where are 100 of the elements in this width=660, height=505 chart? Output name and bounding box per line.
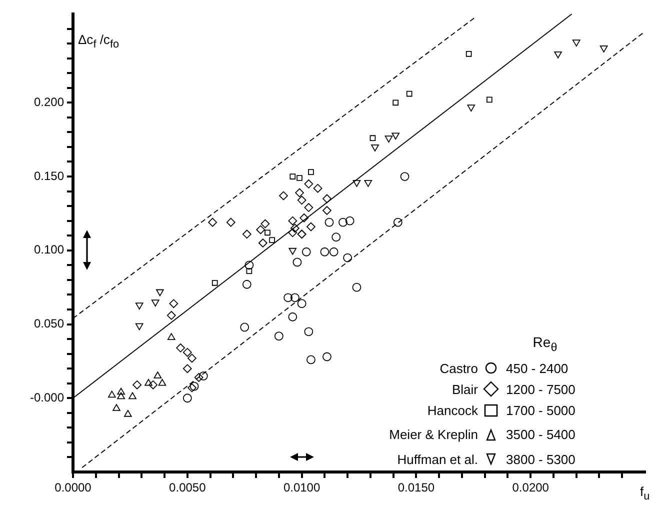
point: [279, 191, 288, 200]
annotation: 1700 - 5000: [506, 402, 576, 418]
legend-label: Meier & Kreplin: [388, 427, 479, 442]
point: [384, 136, 393, 143]
point: [400, 172, 410, 181]
point: [352, 282, 362, 292]
point: [300, 213, 309, 222]
point: [256, 225, 266, 234]
point: [290, 293, 300, 302]
point: [554, 51, 562, 58]
annotation: 3800 - 5300: [506, 452, 576, 467]
point: [269, 237, 275, 243]
point: [158, 378, 166, 386]
point: [393, 218, 402, 227]
legend-label: Hancock: [426, 402, 479, 418]
x-tick-label: 0.0000: [54, 480, 92, 495]
point: [112, 404, 120, 411]
point: [288, 248, 297, 255]
point: [406, 90, 412, 97]
point: [288, 312, 298, 322]
point: [198, 372, 208, 380]
point: [329, 247, 338, 256]
point: [246, 268, 252, 274]
point: [322, 206, 332, 215]
point: [190, 382, 199, 391]
point: [486, 96, 492, 103]
point: [242, 280, 252, 289]
point: [188, 383, 196, 392]
point: [324, 218, 334, 227]
point: [144, 378, 152, 386]
point: [288, 228, 298, 238]
point: [240, 322, 250, 332]
point: [176, 343, 185, 352]
point: [169, 299, 178, 308]
point: [345, 216, 354, 226]
y-axis-title: Δc$_{f}$ /c$_{fo}$: [78, 32, 119, 51]
point: [306, 222, 316, 232]
point: [320, 247, 330, 256]
point: [226, 218, 236, 227]
point: [292, 258, 302, 267]
point: [392, 132, 400, 140]
point: [392, 100, 399, 106]
point: [258, 238, 268, 248]
point: [306, 355, 316, 364]
y-tick-label: 0.150: [34, 168, 64, 183]
x-tick-label: 0.0200: [512, 480, 550, 495]
x-tick-label: 0.0150: [398, 480, 435, 495]
point: [284, 293, 293, 302]
point: [297, 299, 306, 308]
point: [338, 218, 348, 227]
point: [370, 135, 376, 142]
point: [166, 310, 176, 320]
point: [132, 380, 142, 390]
point: [135, 323, 144, 330]
point: [343, 253, 352, 262]
point: [154, 372, 162, 378]
point: [302, 247, 311, 256]
point: [322, 352, 332, 362]
y-tick-label: 0.050: [34, 316, 64, 331]
point: [124, 410, 132, 417]
point: [260, 219, 270, 228]
point: [572, 40, 580, 47]
point: [188, 354, 196, 363]
point: [364, 180, 372, 187]
point: [117, 392, 125, 400]
point: [242, 230, 252, 239]
point: [371, 144, 379, 152]
point: [182, 364, 192, 374]
point: [297, 196, 306, 205]
point: [208, 218, 218, 227]
point: [274, 332, 284, 341]
point: [313, 184, 322, 193]
point: [290, 224, 300, 233]
point: [212, 280, 218, 286]
point: [332, 232, 341, 242]
point: [108, 390, 116, 398]
point: [182, 348, 192, 357]
point: [167, 333, 176, 340]
y-tick-label: 0.200: [34, 94, 64, 109]
legend-title: Re$_{θ}$: [532, 334, 558, 354]
legend-label: Huffman et al.: [396, 452, 479, 467]
point: [322, 194, 332, 204]
point: [194, 372, 204, 382]
x-axis-title: f$_{u}$: [640, 484, 650, 503]
annotation: 450 - 2400: [506, 360, 568, 376]
legend-label: Blair: [450, 382, 479, 397]
annotation: 3500 - 5400: [506, 427, 576, 442]
point: [304, 327, 314, 336]
point: [151, 300, 160, 307]
point: [117, 388, 125, 395]
point: [466, 50, 472, 57]
point: [600, 46, 608, 52]
point: [128, 392, 136, 400]
point: [308, 169, 314, 176]
point: [290, 174, 296, 180]
point: [156, 289, 164, 296]
x-tick-label: 0.0050: [169, 480, 206, 495]
point: [288, 216, 298, 226]
annotation: 1200 - 7500: [506, 382, 576, 397]
point: [135, 302, 144, 310]
